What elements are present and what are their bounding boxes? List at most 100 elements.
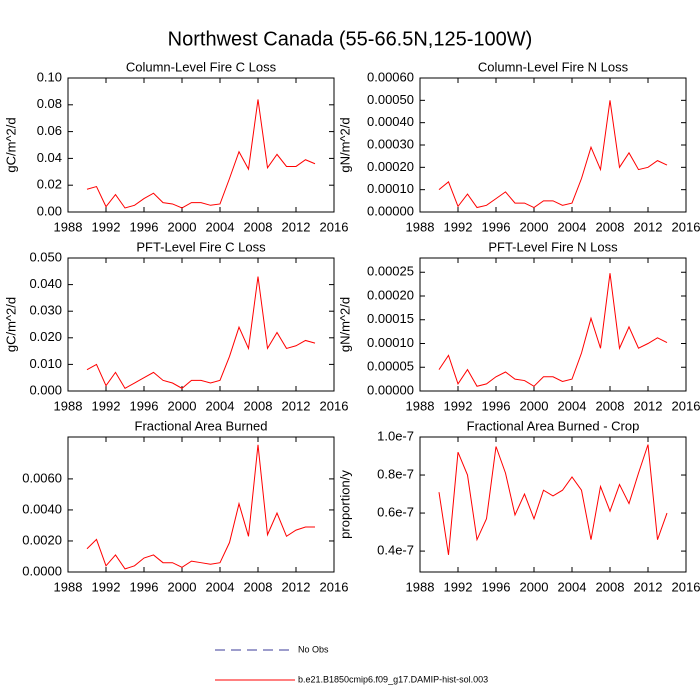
x-tick-label: 2000 — [168, 219, 197, 234]
y-tick-label: 0.6e-7 — [377, 504, 414, 519]
data-line — [86, 444, 315, 570]
y-axis-label: gN/m^2/d — [337, 297, 352, 352]
y-axis-label: gN/m^2/d — [337, 117, 352, 172]
x-tick-label: 1992 — [444, 219, 473, 234]
y-tick-label: 0.00 — [37, 203, 62, 218]
x-tick-label: 2012 — [282, 579, 311, 594]
x-tick-label: 2004 — [558, 398, 587, 413]
x-tick-label: 1992 — [92, 398, 121, 413]
x-tick-label: 2008 — [596, 579, 625, 594]
x-tick-label: 1988 — [406, 579, 435, 594]
y-tick-label: 0.00050 — [367, 92, 414, 107]
y-tick-label: 0.020 — [29, 329, 62, 344]
data-line — [438, 273, 668, 387]
x-tick-label: 2012 — [634, 579, 663, 594]
panel-title: PFT-Level Fire N Loss — [488, 239, 618, 254]
x-tick-label: 2004 — [206, 219, 235, 234]
x-tick-label: 1988 — [54, 398, 83, 413]
x-tick-label: 1996 — [482, 219, 511, 234]
plot-frame — [67, 436, 335, 573]
y-tick-label: 0.00040 — [367, 114, 414, 129]
x-tick-label: 2008 — [596, 219, 625, 234]
plot-frame — [419, 257, 687, 392]
y-axis-label: gC/m^2/d — [3, 297, 18, 352]
panel-title: Column-Level Fire N Loss — [478, 59, 629, 74]
x-tick-label: 2008 — [244, 219, 273, 234]
data-line — [86, 276, 316, 390]
x-tick-label: 1992 — [444, 398, 473, 413]
y-tick-label: 0.0060 — [22, 470, 62, 485]
x-tick-label: 1996 — [130, 219, 159, 234]
y-tick-label: 0.00010 — [367, 181, 414, 196]
x-tick-label: 2016 — [320, 219, 349, 234]
y-tick-label: 0.00030 — [367, 136, 414, 151]
x-tick-label: 2000 — [520, 579, 549, 594]
x-tick-label: 2016 — [672, 579, 700, 594]
legend: No Obs b.e21.B1850cmip6.f09_g17.DAMIP-his… — [215, 644, 488, 684]
y-axis-label: proportion/y — [337, 470, 352, 539]
y-tick-label: 0.00000 — [367, 203, 414, 218]
panel-title: Column-Level Fire C Loss — [126, 59, 277, 74]
plot-frame — [67, 77, 335, 213]
x-tick-label: 2008 — [596, 398, 625, 413]
panel: Fractional Area Burned - Crop proportion/… — [337, 418, 700, 594]
y-tick-label: 0.4e-7 — [377, 543, 414, 558]
panel-title: PFT-Level Fire C Loss — [136, 239, 266, 254]
data-line — [438, 100, 668, 209]
y-tick-label: 0.00060 — [367, 69, 414, 84]
y-tick-label: 0.06 — [37, 123, 62, 138]
data-line — [438, 444, 668, 555]
panel: Fractional Area Burnedproportion/y198819… — [0, 418, 348, 594]
data-line — [86, 99, 316, 209]
y-tick-label: 0.08 — [37, 96, 62, 111]
x-tick-label: 1996 — [482, 579, 511, 594]
y-tick-label: 0.0040 — [22, 501, 62, 516]
x-tick-label: 2012 — [634, 219, 663, 234]
x-tick-label: 2004 — [558, 579, 587, 594]
x-tick-label: 1988 — [406, 219, 435, 234]
y-tick-label: 0.00010 — [367, 335, 414, 350]
y-tick-label: 0.00015 — [367, 311, 414, 326]
y-tick-label: 0.00005 — [367, 359, 414, 374]
x-tick-label: 2008 — [244, 398, 273, 413]
plot-frame — [419, 77, 687, 213]
x-tick-label: 2008 — [244, 579, 273, 594]
x-tick-label: 2000 — [520, 219, 549, 234]
y-tick-label: 0.00000 — [367, 382, 414, 397]
panel: Column-Level Fire N Loss gN/m^2/d 1988 1992… — [337, 59, 700, 234]
x-tick-label: 2004 — [206, 579, 235, 594]
x-tick-label: 2016 — [320, 398, 349, 413]
x-tick-label: 1996 — [130, 579, 159, 594]
plot-frame — [419, 436, 687, 573]
x-tick-label: 2016 — [320, 579, 349, 594]
panel: Column-Level Fire C Loss gC/m^2/d 1988 1992… — [3, 59, 348, 234]
y-tick-label: 0.00025 — [367, 264, 414, 279]
panel: PFT-Level Fire C Loss gC/m^2/d 1988 1992 199… — [3, 239, 348, 413]
x-tick-label: 2016 — [672, 219, 700, 234]
y-axis-label: gC/m^2/d — [3, 117, 18, 172]
panel: PFT-Level Fire N Loss gN/m^2/d 1988 1992 199… — [337, 239, 700, 413]
y-tick-label: 0.030 — [29, 303, 62, 318]
x-tick-label: 1996 — [482, 398, 511, 413]
y-tick-label: 0.0020 — [22, 532, 62, 547]
y-tick-label: 0.00020 — [367, 287, 414, 302]
x-tick-label: 1992 — [92, 579, 121, 594]
y-tick-label: 0.040 — [29, 276, 62, 291]
x-tick-label: 1988 — [54, 579, 83, 594]
x-tick-label: 1992 — [92, 219, 121, 234]
x-tick-label: 2000 — [168, 579, 197, 594]
y-tick-label: 0.000 — [29, 382, 62, 397]
x-tick-label: 2016 — [672, 398, 700, 413]
plot-frame — [67, 257, 335, 392]
x-tick-label: 2012 — [634, 398, 663, 413]
y-tick-label: 0.10 — [37, 69, 62, 84]
y-tick-label: 0.010 — [29, 356, 62, 371]
legend-label: No Obs — [298, 644, 329, 654]
y-tick-label: 1.0e-7 — [377, 428, 414, 443]
x-tick-label: 2012 — [282, 398, 311, 413]
x-tick-label: 2000 — [168, 398, 197, 413]
y-tick-label: 0.04 — [37, 150, 62, 165]
x-tick-label: 1988 — [406, 398, 435, 413]
